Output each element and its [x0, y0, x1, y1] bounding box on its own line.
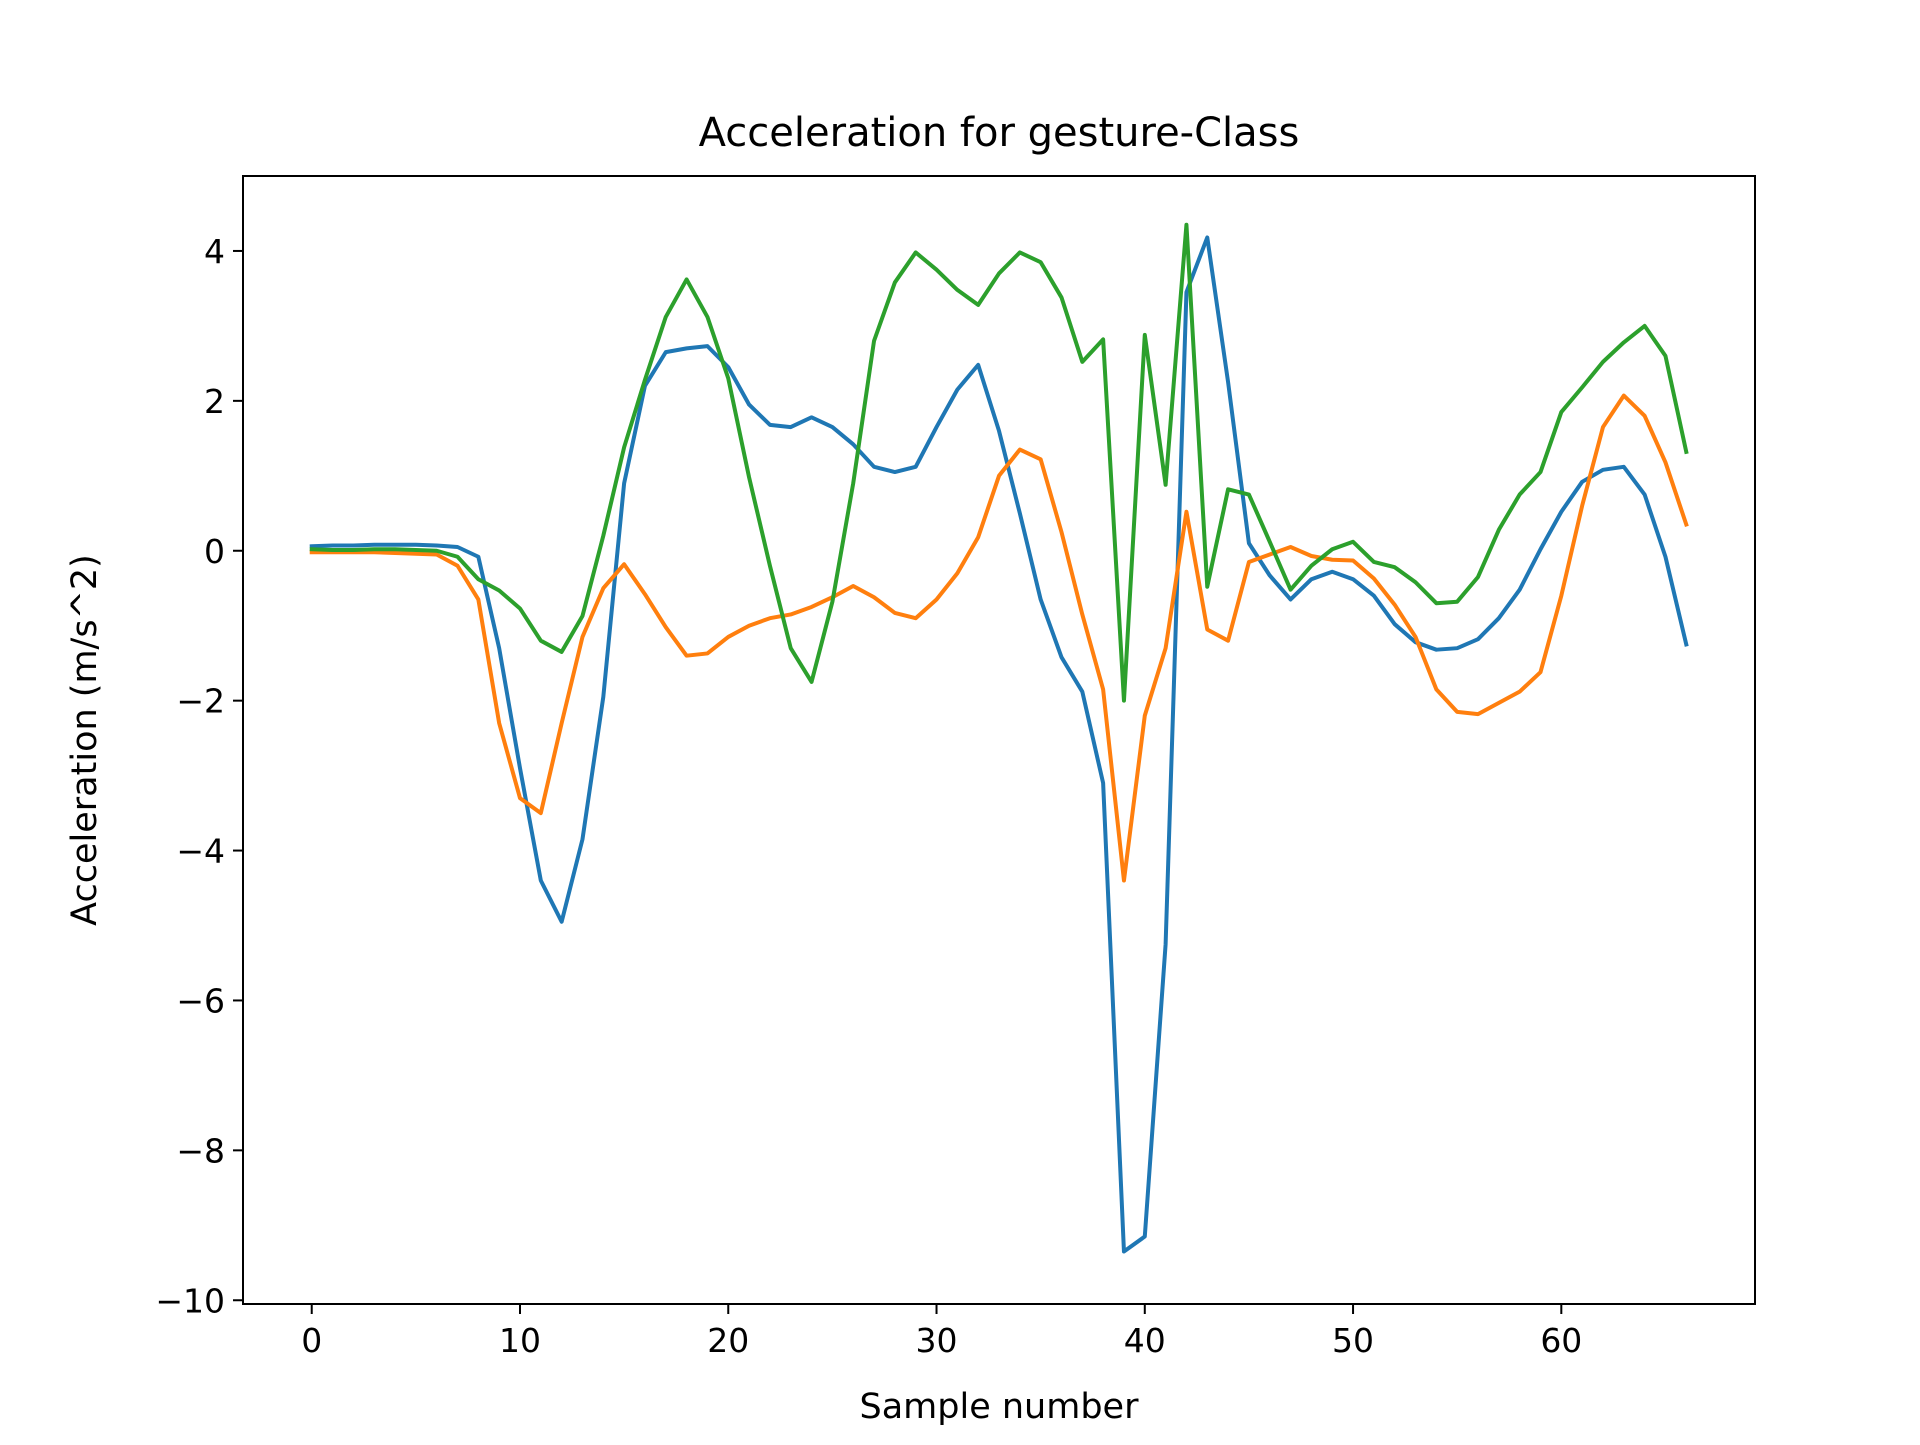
plot-frame: [242, 175, 1756, 1305]
x-tick-label: 0: [301, 1321, 322, 1360]
y-tick-label: 0: [204, 532, 225, 571]
y-axis-title: Acceleration (m/s^2): [65, 554, 105, 926]
y-tick-label: −10: [155, 1281, 225, 1320]
x-tick-label: 40: [1124, 1321, 1166, 1360]
x-tick-label: 30: [916, 1321, 958, 1360]
y-axis: 4 2 0 −2 −4 −6 −8 −10: [155, 232, 243, 1320]
y-tick-label: −4: [176, 832, 225, 871]
x-tick-label: 20: [707, 1321, 749, 1360]
chart-title: Acceleration for gesture-Class: [699, 110, 1300, 156]
x-axis: 0 10 20 30 40 50 60: [301, 1304, 1582, 1360]
x-tick-label: 10: [499, 1321, 541, 1360]
series-layer: [309, 222, 1689, 1254]
x-tick-label: 50: [1332, 1321, 1374, 1360]
y-tick-label: 2: [204, 382, 225, 421]
y-tick-label: −6: [176, 981, 225, 1020]
x-tick-label: 60: [1540, 1321, 1582, 1360]
series-line-3: [309, 222, 1689, 703]
series-line-2: [309, 393, 1689, 883]
y-tick-label: −8: [176, 1131, 225, 1170]
series-line-1: [309, 235, 1689, 1254]
y-tick-label: −2: [176, 682, 225, 721]
x-axis-title: Sample number: [860, 1387, 1140, 1427]
y-tick-label: 4: [204, 232, 225, 271]
